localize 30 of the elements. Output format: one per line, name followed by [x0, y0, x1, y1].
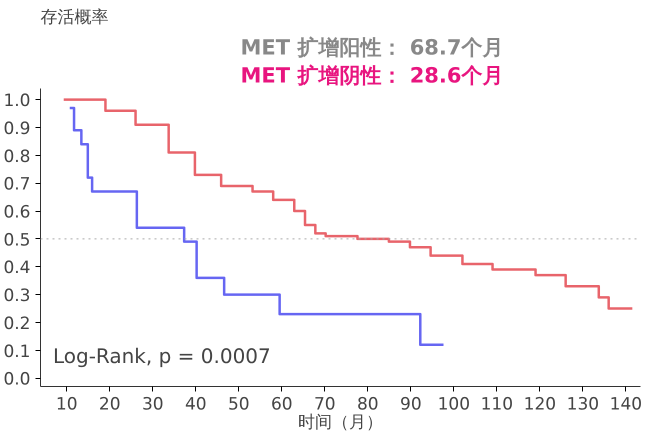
x-axis-title: 时间（月）: [298, 412, 383, 432]
x-tick-label: 10: [56, 394, 78, 414]
x-tick-label: 130: [566, 394, 600, 414]
text: MET 扩增阳性： 68.7个月: [240, 36, 504, 60]
x-tick-label: 60: [270, 394, 293, 414]
x-tick-label: 80: [356, 394, 379, 414]
y-tick-label: 0.0: [3, 370, 31, 390]
annotation: Log-Rank, p = 0.0007: [52, 344, 271, 368]
x-tick-label: 50: [228, 394, 250, 414]
y-axis-title: 存活概率: [40, 8, 108, 28]
y-tick-label: 0.2: [3, 314, 31, 334]
x-tick-label: 20: [98, 394, 121, 414]
x-tick-label: 140: [610, 394, 642, 414]
y-tick-label: 0.3: [3, 286, 31, 306]
y-tick-label: 0.6: [3, 202, 31, 223]
text: MET 扩增阴性： 28.6个月: [240, 64, 504, 88]
y-tick-label: 0.1: [3, 342, 31, 362]
x-tick-label: 40: [184, 394, 207, 414]
y-tick-label: 0.5: [3, 230, 31, 250]
x-tick-label: 30: [142, 394, 164, 414]
y-tick-label: 0.8: [3, 146, 31, 167]
x-tick-label: 70: [314, 394, 336, 414]
y-tick-label: 0.4: [3, 258, 31, 278]
x-tick-label: 120: [524, 394, 556, 414]
x-tick-label: 100: [438, 394, 470, 414]
x-tick-label: 90: [400, 394, 422, 414]
y-tick-label: 1.0: [3, 91, 31, 112]
x-tick-label: 110: [480, 394, 514, 414]
y-tick-label: 0.7: [3, 174, 31, 195]
y-tick-label: 0.9: [3, 118, 31, 139]
